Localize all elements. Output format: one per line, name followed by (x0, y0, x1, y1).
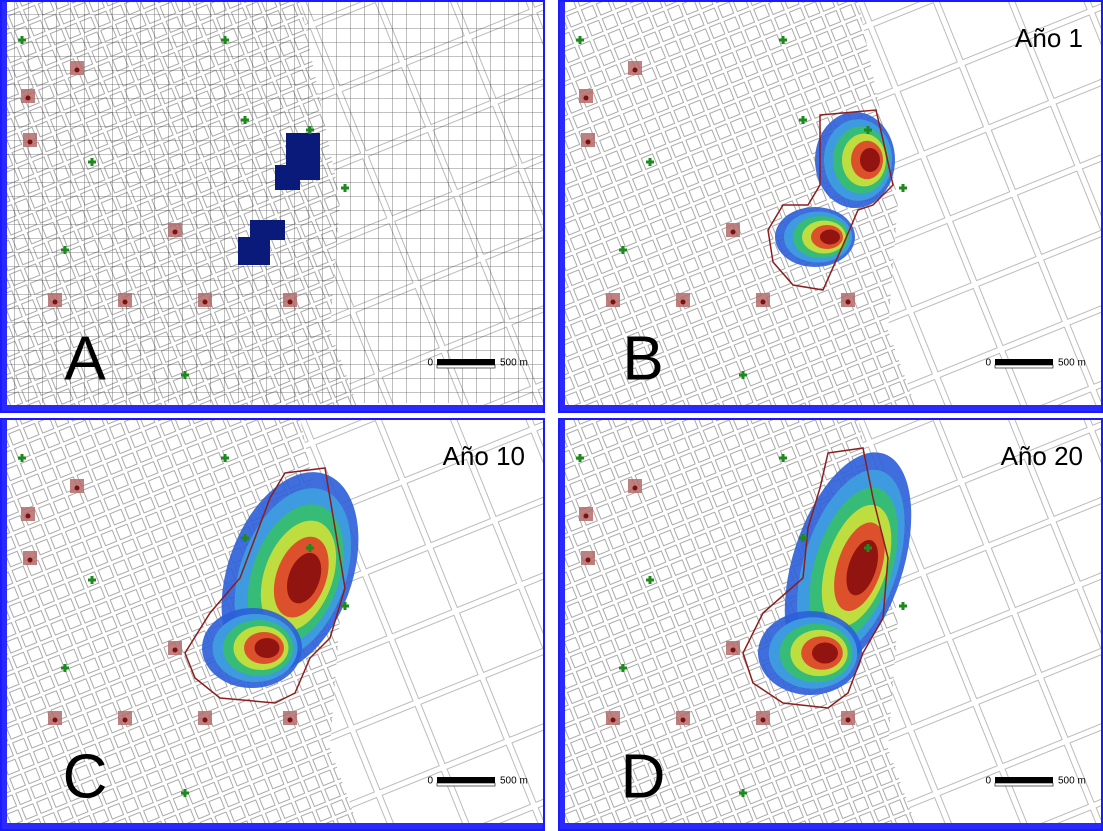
well-point (28, 140, 33, 145)
well-point (53, 718, 58, 723)
figure: A0500 mBAño 10500 mCAño 100500 mDAño 200… (0, 0, 1103, 831)
plume-band (255, 638, 280, 658)
well-point (26, 514, 31, 519)
well-point (53, 300, 58, 305)
well-point (586, 140, 591, 145)
scale-label: 500 m (1058, 358, 1086, 369)
well-point (584, 514, 589, 519)
plume-band (820, 230, 840, 245)
well-point (731, 648, 736, 653)
panel-year: Año 20 (1001, 441, 1083, 471)
well-point (846, 718, 851, 723)
scale-bar-half (995, 783, 1053, 786)
well-point (288, 718, 293, 723)
well-point (633, 68, 638, 73)
panel-year: Año 10 (443, 441, 525, 471)
well-point (123, 300, 128, 305)
scale-bar-half (995, 365, 1053, 368)
panel-letter: D (621, 742, 666, 811)
well-point (123, 718, 128, 723)
well-point (611, 718, 616, 723)
scale-zero: 0 (427, 776, 433, 787)
scale-label: 500 m (500, 776, 528, 787)
scale-bar (437, 777, 495, 783)
panel-letter: B (622, 324, 663, 393)
well-point (26, 96, 31, 101)
well-point (761, 718, 766, 723)
well-point (586, 558, 591, 563)
well-point (761, 300, 766, 305)
scale-label: 500 m (500, 358, 528, 369)
well-point (173, 230, 178, 235)
scale-bar (995, 359, 1053, 365)
well-point (203, 718, 208, 723)
panel-year: Año 1 (1015, 23, 1083, 53)
plume-band (812, 643, 838, 664)
scale-label: 500 m (1058, 776, 1086, 787)
well-point (75, 486, 80, 491)
map-panel: A 0 500 m (0, 0, 545, 413)
map-panel: C Año 10 0 500 m (0, 418, 545, 831)
scale-bar-half (437, 783, 495, 786)
scale-bar (437, 359, 495, 365)
well-point (75, 68, 80, 73)
scale-bar (995, 777, 1053, 783)
well-point (611, 300, 616, 305)
scale-zero: 0 (985, 776, 991, 787)
scale-zero: 0 (985, 358, 991, 369)
map-panel: B Año 1 0 500 m (558, 0, 1103, 413)
well-point (731, 230, 736, 235)
well-point (584, 96, 589, 101)
well-point (28, 558, 33, 563)
well-point (288, 300, 293, 305)
panel-letter: A (64, 324, 106, 393)
scale-bar-half (437, 365, 495, 368)
well-point (846, 300, 851, 305)
map-panel: D Año 20 0 500 m (558, 418, 1103, 831)
panel-letter: C (63, 742, 108, 811)
well-point (681, 718, 686, 723)
scale-zero: 0 (427, 358, 433, 369)
plume-band (860, 148, 880, 172)
well-point (681, 300, 686, 305)
well-point (173, 648, 178, 653)
well-point (633, 486, 638, 491)
well-point (203, 300, 208, 305)
